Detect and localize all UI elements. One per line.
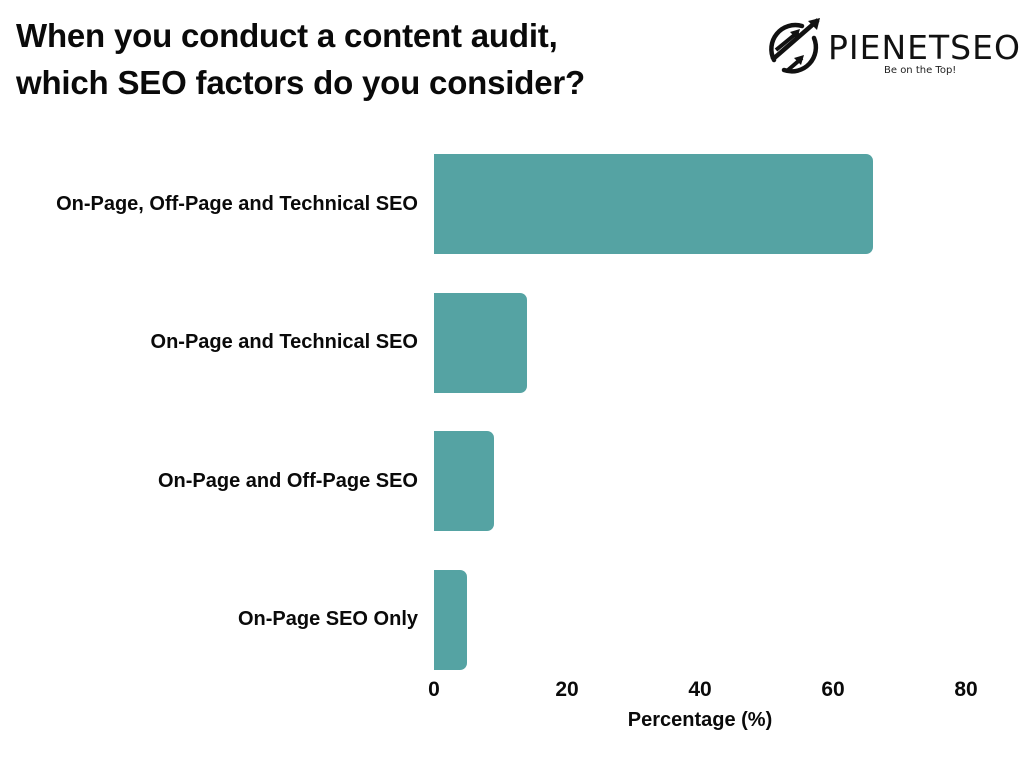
x-tick-label: 40	[688, 678, 712, 701]
category-label: On-Page SEO Only	[237, 608, 418, 630]
chart-title: When you conduct a content audit, which …	[16, 12, 585, 106]
category-label: On-Page, Off-Page and Technical SEO	[56, 193, 418, 215]
chart-title-line-2: which SEO factors do you consider?	[16, 64, 585, 101]
x-axis-label: Percentage (%)	[627, 709, 773, 731]
x-tick-label: 80	[954, 678, 978, 701]
upward-arrows-circle-icon	[769, 18, 820, 74]
x-tick-label: 60	[821, 678, 845, 701]
plot-area	[434, 130, 966, 675]
bar	[434, 154, 873, 254]
category-label: On-Page and Off-Page SEO	[157, 470, 418, 492]
x-tick-label: 20	[555, 678, 579, 701]
chart-title-line-1: When you conduct a content audit,	[16, 17, 558, 54]
bar	[434, 570, 468, 670]
bar	[434, 431, 494, 531]
x-tick-label: 0	[428, 678, 440, 701]
brand-name: PIENETSEO	[828, 28, 1021, 67]
brand-tagline: Be on the Top!	[884, 65, 957, 76]
bar	[434, 293, 528, 393]
category-label: On-Page and Technical SEO	[150, 331, 418, 353]
brand-logo: PIENETSEO Be on the Top!	[762, 16, 1020, 86]
